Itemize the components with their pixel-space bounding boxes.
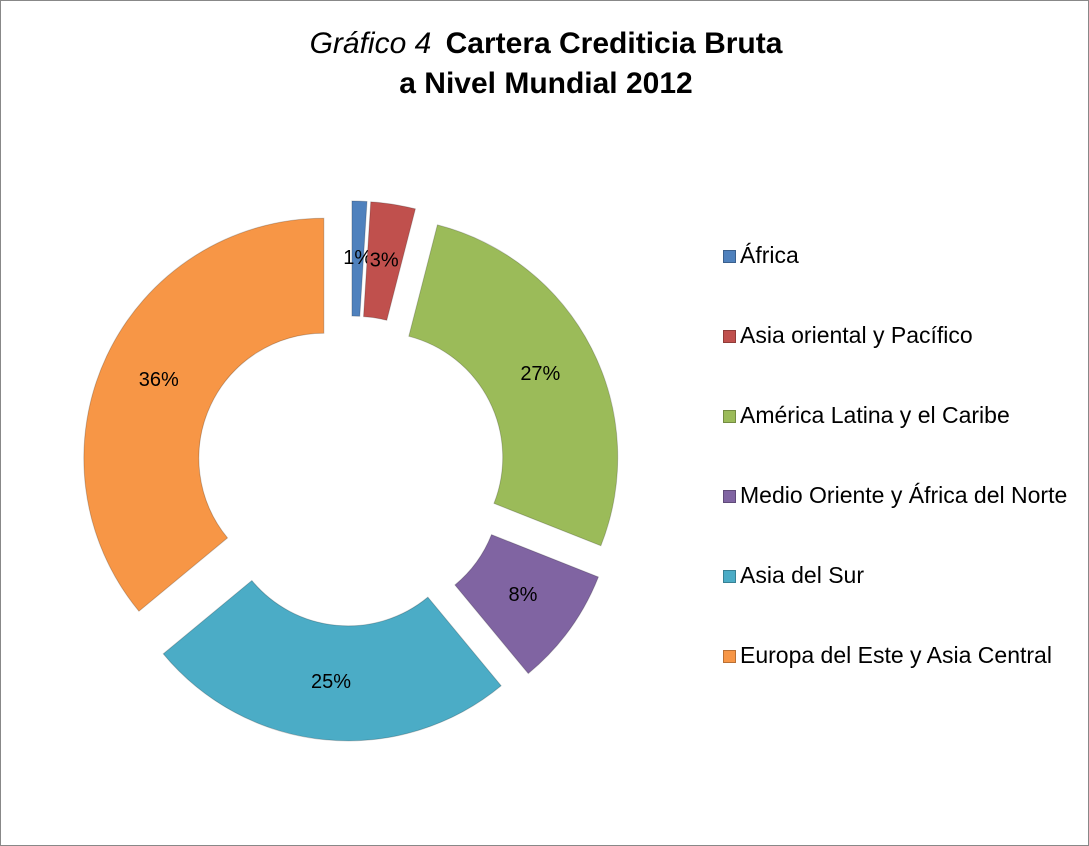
legend-swatch (723, 410, 736, 423)
slice (162, 579, 502, 742)
slice (363, 201, 416, 321)
legend-swatch (723, 650, 736, 663)
legend-label: Europa del Este y Asia Central (740, 642, 1052, 668)
legend-item: Medio Oriente y África del Norte (723, 481, 1073, 561)
legend-label: América Latina y el Caribe (740, 402, 1010, 428)
legend-item: América Latina y el Caribe (723, 401, 1073, 481)
data-label: 1% (343, 247, 372, 269)
slice (83, 217, 325, 612)
legend-swatch (723, 250, 736, 263)
legend-swatch (723, 490, 736, 503)
data-label: 36% (139, 369, 179, 391)
data-label: 25% (311, 671, 351, 693)
legend-label: Asia oriental y Pacífico (740, 322, 973, 348)
data-label: 8% (508, 584, 537, 606)
legend-item: África (723, 241, 1073, 321)
slice (351, 200, 368, 317)
legend-label: Asia del Sur (740, 562, 865, 588)
legend: África Asia oriental y Pacífico América La… (723, 241, 1073, 721)
chart-title: Gráfico 4 Cartera Crediticia Bruta (310, 27, 783, 60)
data-label: 3% (370, 249, 399, 271)
title-lead: Gráfico 4 (310, 27, 432, 60)
legend-item: Asia del Sur (723, 561, 1073, 641)
slice (408, 224, 619, 547)
legend-label: Medio Oriente y África del Norte (740, 482, 1068, 508)
legend-swatch (723, 330, 736, 343)
title-line: Cartera Crediticia Bruta (446, 27, 783, 60)
legend-swatch (723, 570, 736, 583)
legend-item: Asia oriental y Pacífico (723, 321, 1073, 401)
slice (454, 534, 600, 675)
legend-label: África (740, 242, 799, 268)
data-label: 27% (520, 363, 560, 385)
legend-item: Europa del Este y Asia Central (723, 641, 1073, 721)
title-line: a Nivel Mundial 2012 (399, 67, 692, 100)
